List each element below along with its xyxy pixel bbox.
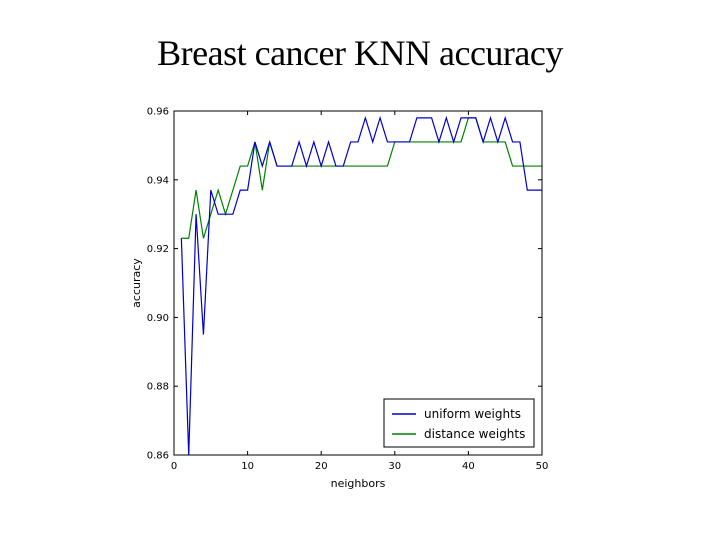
series-layer	[180, 115, 542, 456]
x-tick-label: 50	[536, 461, 549, 472]
legend-label-distance: distance weights	[424, 427, 525, 441]
y-tick-label: 0.88	[147, 382, 169, 393]
legend: uniform weights distance weights	[383, 398, 535, 448]
y-axis-label: accuracy	[130, 258, 143, 308]
x-tick-label: 20	[315, 461, 328, 472]
series-line-distance	[181, 117, 542, 239]
x-tick-label: 10	[241, 461, 254, 472]
ticks-layer: 0 10 20 30 40 50 0.86 0.88 0.90 0.92 0.94 0.96	[147, 107, 549, 473]
y-tick-label: 0.94	[147, 175, 169, 186]
x-tick-label: 40	[462, 461, 475, 472]
slide-title: Breast cancer KNN accuracy	[157, 33, 563, 73]
series-line-uniform	[180, 115, 542, 456]
x-tick-label: 30	[388, 461, 401, 472]
legend-box	[383, 398, 535, 448]
y-tick-label: 0.96	[147, 107, 169, 118]
y-tick-label: 0.86	[147, 451, 169, 462]
y-tick-label: 0.90	[147, 313, 169, 324]
x-tick-label: 0	[171, 461, 177, 472]
legend-label-uniform: uniform weights	[424, 407, 521, 421]
y-tick-label: 0.92	[147, 244, 169, 255]
plot-frame	[173, 110, 543, 456]
x-axis-label: neighbors	[331, 477, 386, 490]
